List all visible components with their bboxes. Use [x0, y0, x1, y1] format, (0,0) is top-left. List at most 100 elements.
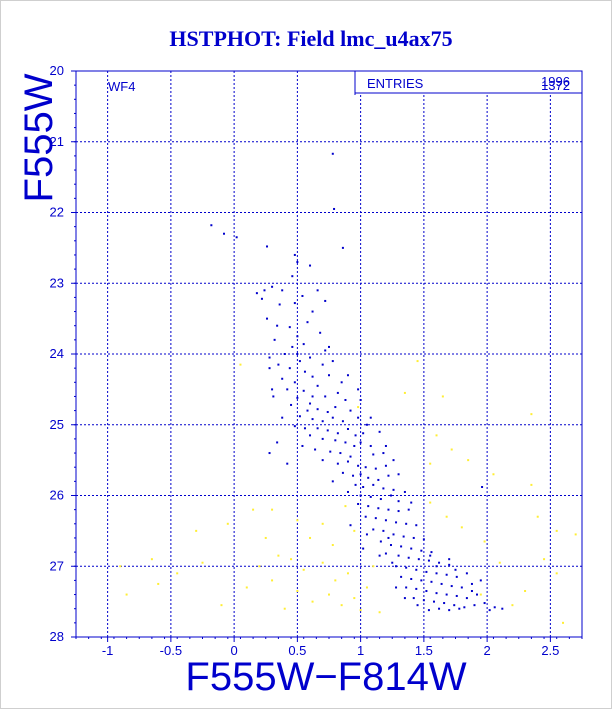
data-point [403, 490, 406, 493]
data-point [530, 413, 533, 416]
data-point [326, 429, 329, 432]
data-point [353, 529, 356, 532]
data-point [488, 609, 491, 612]
data-point [344, 398, 347, 401]
y-tick-label: 27 [50, 558, 64, 573]
data-point [331, 360, 334, 363]
data-point [329, 450, 332, 453]
data-point [362, 486, 365, 489]
data-point [379, 498, 382, 501]
data-point [359, 494, 362, 497]
data-point [357, 388, 360, 391]
data-point [357, 464, 360, 467]
data-point [336, 432, 339, 435]
data-point [359, 609, 362, 612]
data-point [331, 152, 334, 155]
data-point [291, 345, 294, 348]
data-point [410, 577, 413, 580]
x-tick-label: 1.5 [415, 643, 433, 658]
data-point [455, 575, 458, 578]
data-point [435, 434, 438, 437]
data-point [264, 536, 267, 539]
x-tick-label: 2 [484, 643, 491, 658]
data-point [353, 597, 356, 600]
data-point [321, 437, 324, 440]
data-point [324, 299, 327, 302]
data-point [334, 406, 337, 409]
data-point [344, 441, 347, 444]
data-point [125, 593, 128, 596]
data-point [266, 317, 269, 320]
data-point [359, 473, 362, 476]
data-point [415, 524, 418, 527]
data-point [301, 294, 304, 297]
data-point [395, 521, 398, 524]
data-point [483, 602, 486, 605]
data-point [357, 416, 360, 419]
data-point [281, 377, 284, 380]
data-point [448, 609, 451, 612]
data-point [324, 395, 327, 398]
data-point [306, 409, 309, 412]
data-point [349, 409, 352, 412]
data-point [283, 607, 286, 610]
data-point [281, 289, 284, 292]
data-point [454, 568, 457, 571]
data-point [277, 363, 280, 366]
x-tick-label: 0 [231, 643, 238, 658]
data-point [341, 471, 344, 474]
entries-box: ENTRIES 1996 1372 [354, 70, 583, 95]
data-point [293, 302, 296, 305]
data-point [422, 599, 425, 602]
data-point [384, 444, 387, 447]
data-point [306, 321, 309, 324]
y-tick-label: 24 [50, 346, 64, 361]
data-point [340, 381, 343, 384]
y-tick-label: 21 [50, 134, 64, 149]
data-point [397, 473, 400, 476]
data-point [432, 600, 435, 603]
data-point [372, 528, 375, 531]
data-point [273, 338, 276, 341]
data-point [339, 452, 342, 455]
data-point [340, 604, 343, 607]
data-point [397, 554, 400, 557]
data-point [314, 448, 317, 451]
data-point [369, 416, 372, 419]
data-point [458, 607, 461, 610]
data-point [476, 593, 479, 596]
data-point [201, 561, 204, 564]
data-point [290, 403, 293, 406]
x-tick-label: -0.5 [160, 643, 182, 658]
data-point [290, 558, 293, 561]
data-point [326, 411, 329, 414]
data-point [574, 533, 577, 536]
data-point [384, 464, 387, 467]
data-point [316, 384, 319, 387]
data-point [346, 427, 349, 430]
data-point [365, 586, 368, 589]
data-point [296, 335, 299, 338]
data-point [311, 310, 314, 313]
data-point [425, 590, 428, 593]
data-point [333, 207, 336, 210]
grid-lines [76, 71, 582, 637]
data-point [417, 558, 420, 561]
data-point [281, 416, 284, 419]
data-point [415, 587, 418, 590]
data-point [362, 547, 365, 550]
data-point [369, 495, 372, 498]
data-point [483, 540, 486, 543]
data-point [378, 430, 381, 433]
data-point [369, 444, 372, 447]
data-point [378, 611, 381, 614]
data-point [372, 565, 375, 568]
data-point [303, 370, 306, 373]
data-point [435, 592, 438, 595]
data-point [321, 459, 324, 462]
data-point [288, 326, 291, 329]
data-point [389, 544, 392, 547]
data-point [397, 510, 400, 513]
data-point [316, 408, 319, 411]
data-point [309, 536, 312, 539]
